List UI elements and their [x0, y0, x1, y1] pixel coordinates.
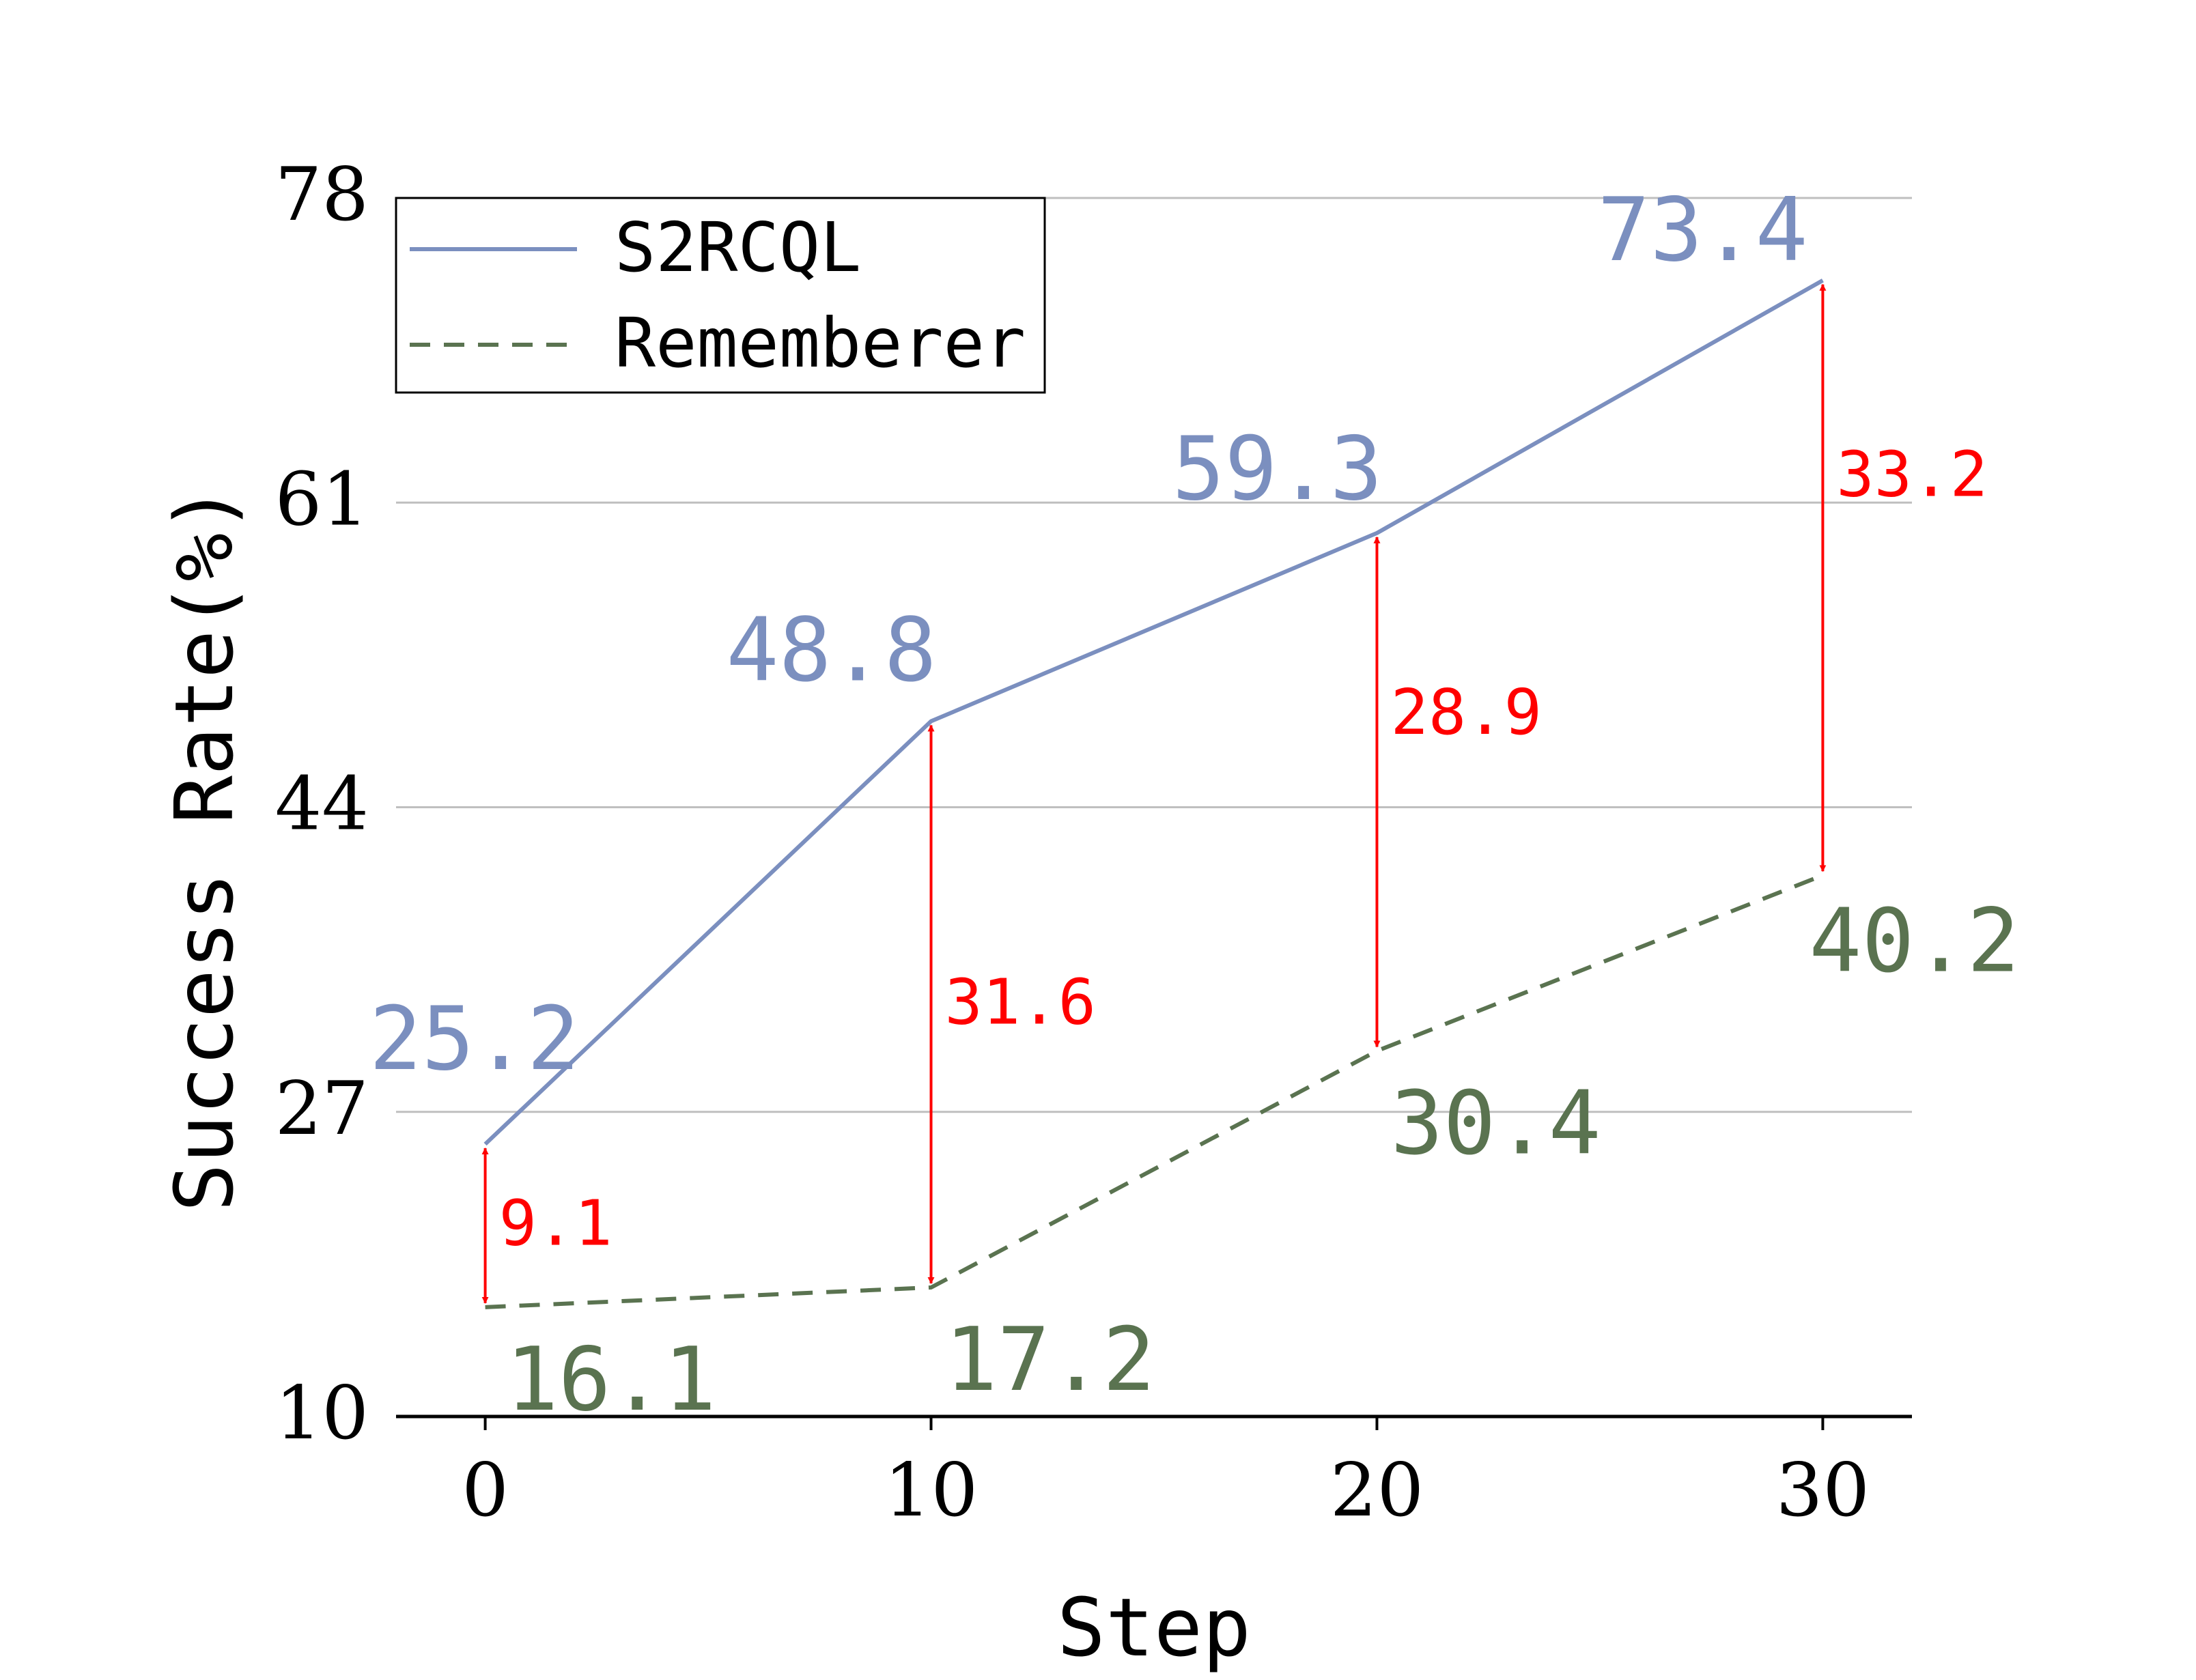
data-label-rememberer: 16.1: [506, 1329, 716, 1431]
x-tick-label: 0: [462, 1448, 509, 1533]
y-tick-label: 78: [275, 152, 369, 238]
x-tick-label: 30: [1776, 1448, 1870, 1533]
y-tick-label: 27: [275, 1066, 369, 1152]
data-label-s2rcql: 48.8: [727, 600, 937, 702]
series-line-s2rcql: [483, 279, 1824, 1146]
difference-label: 28.9: [1390, 676, 1542, 749]
data-label-s2rcql: 25.2: [369, 988, 580, 1090]
data-label-s2rcql: 73.4: [1597, 180, 1807, 281]
x-tick-label: 10: [884, 1448, 978, 1533]
x-tick-label: 20: [1330, 1448, 1424, 1533]
data-label-rememberer: 30.4: [1390, 1073, 1601, 1175]
legend-label-rememberer: Rememberer: [615, 303, 1026, 383]
difference-label: 33.2: [1836, 438, 1988, 511]
legend-box: [395, 197, 1046, 394]
y-tick-label: 61: [275, 457, 369, 542]
legend-label-s2rcql: S2RCQL: [615, 208, 861, 287]
x-axis-title: Step: [1057, 1580, 1251, 1675]
difference-label: 9.1: [499, 1186, 613, 1259]
data-label-s2rcql: 59.3: [1172, 418, 1382, 520]
data-label-rememberer: 17.2: [945, 1309, 1155, 1411]
y-tick-label: 44: [275, 762, 369, 847]
y-axis-title: Success Rate(%): [157, 485, 251, 1212]
data-label-rememberer: 40.2: [1809, 890, 2019, 992]
y-tick-label: 10: [275, 1371, 369, 1456]
difference-label: 31.6: [945, 965, 1097, 1038]
series-line-rememberer: [485, 873, 1824, 1309]
